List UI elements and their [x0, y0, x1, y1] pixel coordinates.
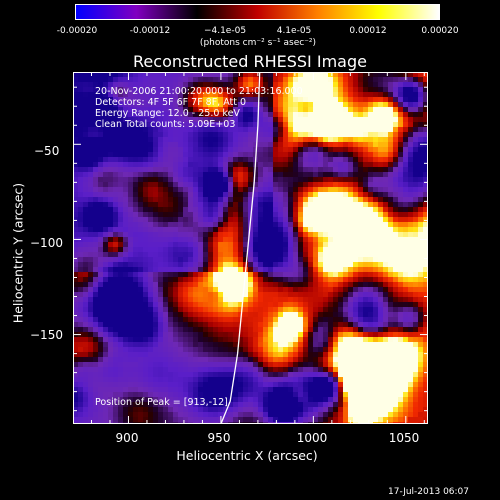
y-tick-label: −150: [30, 328, 63, 342]
colorbar-tick-label: -0.00012: [129, 26, 171, 36]
y-tick-label: −50: [34, 144, 60, 158]
colorbar-tick-label: 4.1e-05: [276, 26, 312, 36]
y-axis-label: Heliocentric Y (arcsec): [10, 182, 26, 324]
info-energy-range: Energy Range: 12.0 - 25.0 keV: [95, 108, 240, 119]
info-peak-position: Position of Peak = [913,-12]: [95, 397, 228, 408]
colorbar-tick-label: −4.1e-05: [203, 26, 247, 36]
x-tick-label: 950: [207, 431, 231, 445]
plot-frame: [73, 72, 428, 424]
chart-title: Reconstructed RHESSI Image: [133, 52, 367, 71]
y-tick-label: −100: [30, 236, 63, 250]
colorbar: [75, 4, 440, 20]
solar-limb-curve: [220, 72, 261, 424]
colorbar-tick-label: -0.00020: [56, 26, 98, 36]
colorbar-tick-label: 0.00012: [349, 26, 387, 36]
heatmap-cells: [73, 72, 428, 424]
x-tick-label: 1000: [296, 431, 328, 445]
info-detectors: Detectors: 4F 5F 6F 7F 8F, Att 0: [95, 97, 247, 108]
info-clean-counts: Clean Total counts: 5.09E+03: [95, 119, 236, 130]
info-time-range: 20-Nov-2006 21:00:20.000 to 21:03:16.000: [95, 86, 303, 97]
x-tick-label: 1050: [388, 431, 420, 445]
footer-timestamp: 17-Jul-2013 06:07: [388, 487, 470, 497]
x-axis-label: Heliocentric X (arcsec): [176, 448, 318, 463]
colorbar-tick-label: 0.00020: [421, 26, 459, 36]
x-tick-label: 900: [115, 431, 139, 445]
heatmap-plot: [73, 72, 428, 424]
colorbar-unit-label: (photons cm⁻² s⁻¹ asec⁻²): [199, 38, 317, 48]
